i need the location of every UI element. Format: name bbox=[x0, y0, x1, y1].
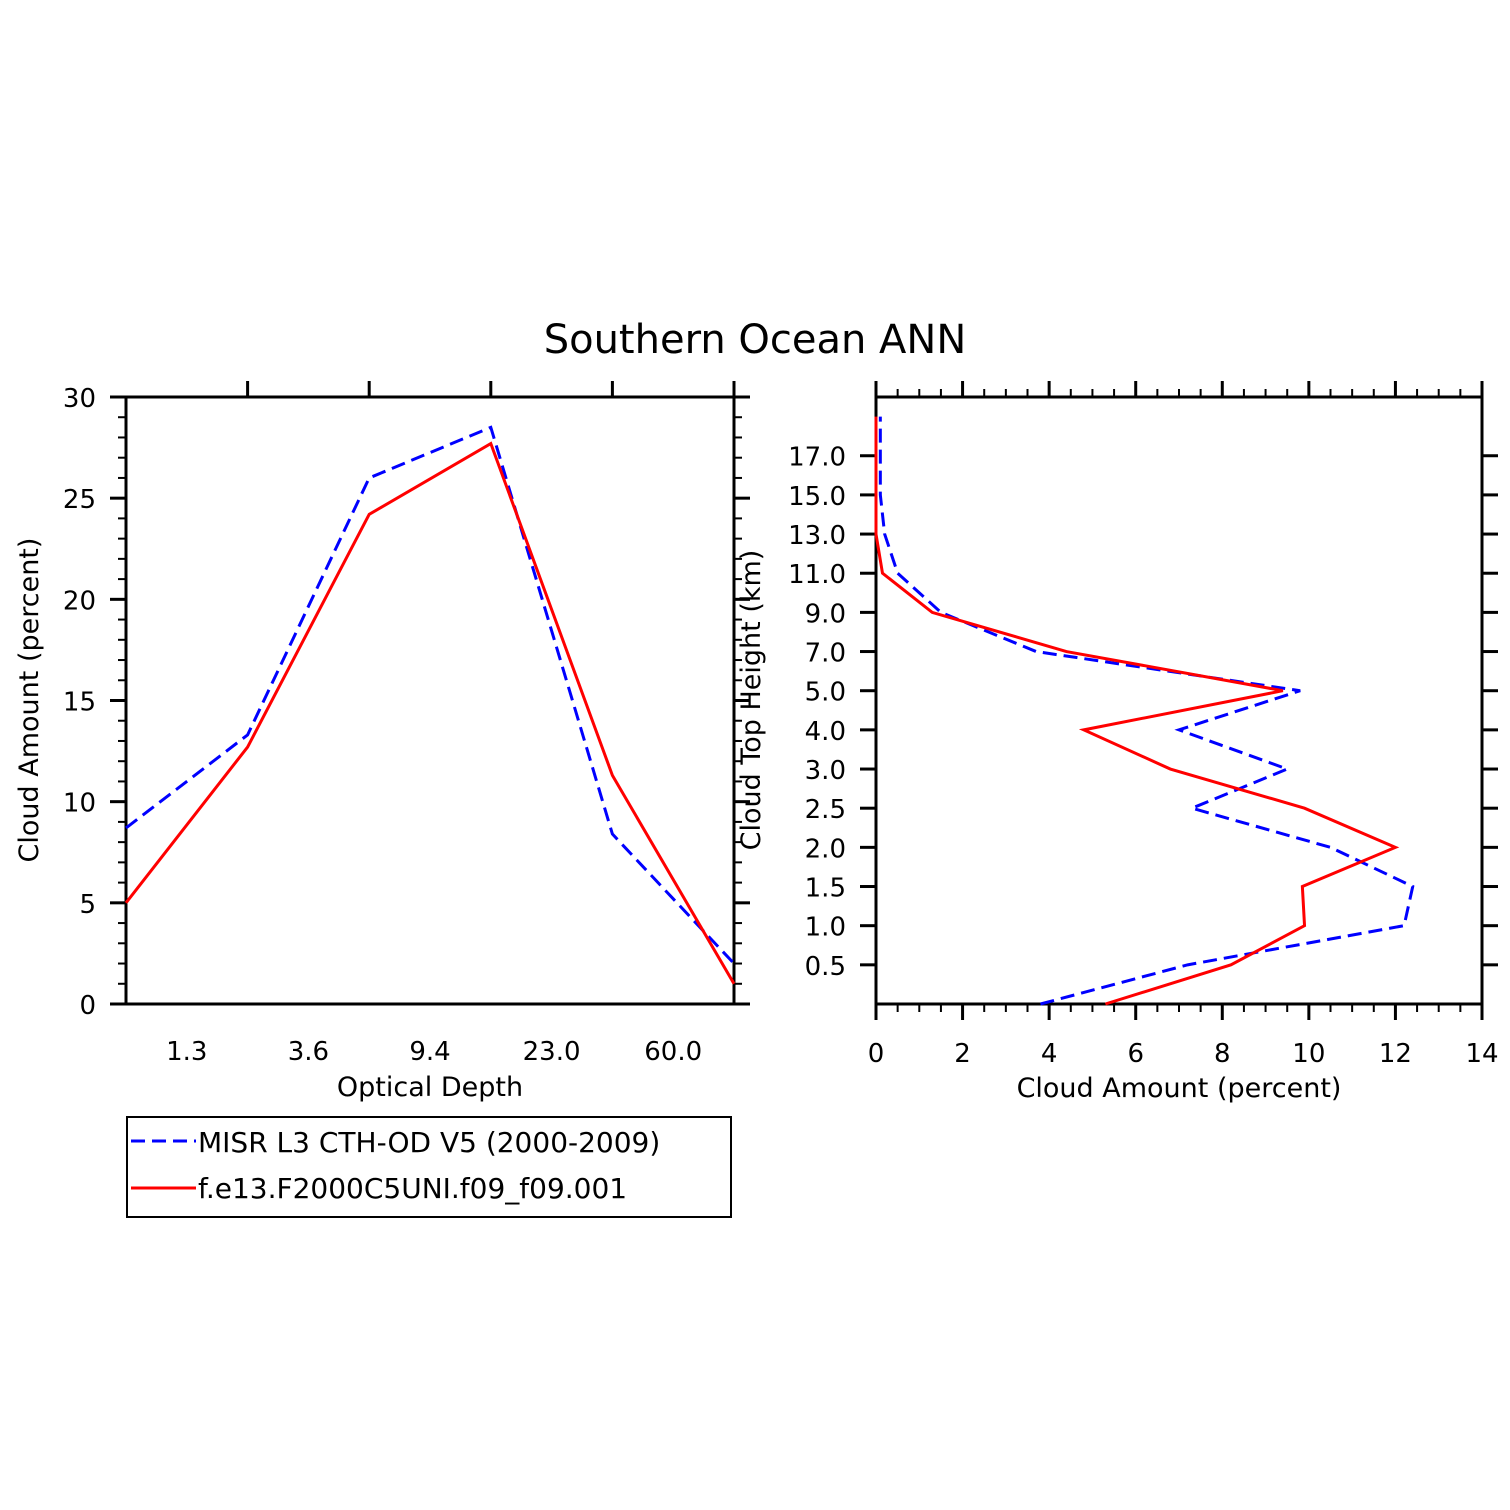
right-y-tick-label: 4.0 bbox=[805, 717, 846, 747]
right-x-tick-label: 2 bbox=[954, 1039, 971, 1069]
legend: MISR L3 CTH-OD V5 (2000-2009) f.e13.F200… bbox=[126, 1116, 732, 1218]
right-y-tick-label: 1.5 bbox=[805, 874, 846, 904]
right-x-tick-label: 8 bbox=[1214, 1039, 1231, 1069]
right-y-tick-label: 9.0 bbox=[805, 599, 846, 629]
legend-label-misr: MISR L3 CTH-OD V5 (2000-2009) bbox=[198, 1126, 660, 1159]
right-x-tick-label: 14 bbox=[1465, 1039, 1498, 1069]
right-series-misr-l3-cth-od-v5-2000-2009 bbox=[878, 416, 1415, 1006]
left-y-tick-label: 15 bbox=[63, 688, 96, 718]
left-x-tick-label: 3.6 bbox=[288, 1037, 329, 1067]
left-x-tick-label: 1.3 bbox=[166, 1037, 207, 1067]
left-y-tick-label: 20 bbox=[63, 586, 96, 616]
right-y-tick-label: 17.0 bbox=[788, 443, 846, 473]
right-x-axis-label: Cloud Amount (percent) bbox=[1017, 1073, 1342, 1104]
right-y-tick-label: 2.5 bbox=[805, 795, 846, 825]
legend-box bbox=[126, 1116, 732, 1218]
left-y-tick-label: 0 bbox=[79, 991, 96, 1021]
right-y-tick-label: 1.0 bbox=[805, 913, 846, 943]
right-y-tick-label: 5.0 bbox=[805, 678, 846, 708]
cloud-top-height-panel: 0.5 1.0 1.5 2.0 2.5 3.0 4.0 5.0 7.0 9.0 11.0 13.0 15… bbox=[736, 381, 1499, 1104]
right-x-tick-label: 0 bbox=[868, 1039, 885, 1069]
right-y-tick-label: 2.0 bbox=[805, 834, 846, 864]
optical-depth-panel: 0 5 10 15 20 25 30 1.3 3.6 9.4 23.0 60.0 Optical De… bbox=[14, 381, 750, 1103]
right-y-axis-label: Cloud Top Height (km) bbox=[736, 550, 767, 851]
legend-label-model: f.e13.F2000C5UNI.f09_f09.001 bbox=[198, 1172, 627, 1205]
left-y-axis-label: Cloud Amount (percent) bbox=[14, 538, 45, 863]
right-plot-frame bbox=[874, 395, 1484, 1006]
left-series-f-e13-f2000c5uni-f09-f09-001 bbox=[124, 441, 736, 985]
right-series-f-e13-f2000c5uni-f09-f09-001 bbox=[874, 416, 1400, 1006]
right-y-tick-label: 13.0 bbox=[788, 521, 846, 551]
left-y-tick-label: 5 bbox=[79, 890, 96, 920]
left-y-tick-label: 25 bbox=[63, 485, 96, 515]
right-x-tick-label: 4 bbox=[1041, 1039, 1058, 1069]
left-y-tick-label: 30 bbox=[63, 384, 96, 414]
left-x-axis-label: Optical Depth bbox=[337, 1072, 523, 1103]
right-y-tick-label: 3.0 bbox=[805, 756, 846, 786]
right-x-tick-label: 12 bbox=[1379, 1039, 1412, 1069]
left-y-tick-label: 10 bbox=[63, 789, 96, 819]
left-series-misr-l3-cth-od-v5-2000-2009 bbox=[125, 425, 736, 965]
left-x-tick-label: 9.4 bbox=[409, 1037, 450, 1067]
chart-title: Southern Ocean ANN bbox=[544, 317, 967, 363]
left-plot-frame bbox=[124, 395, 736, 1006]
left-x-tick-label: 23.0 bbox=[523, 1037, 581, 1067]
right-y-tick-label: 11.0 bbox=[788, 560, 846, 590]
right-y-tick-label: 0.5 bbox=[805, 952, 846, 982]
right-y-tick-label: 7.0 bbox=[805, 639, 846, 669]
right-x-tick-label: 6 bbox=[1127, 1039, 1144, 1069]
right-y-tick-label: 15.0 bbox=[788, 482, 846, 512]
left-x-tick-label: 60.0 bbox=[644, 1037, 702, 1067]
right-x-tick-label: 10 bbox=[1292, 1039, 1325, 1069]
